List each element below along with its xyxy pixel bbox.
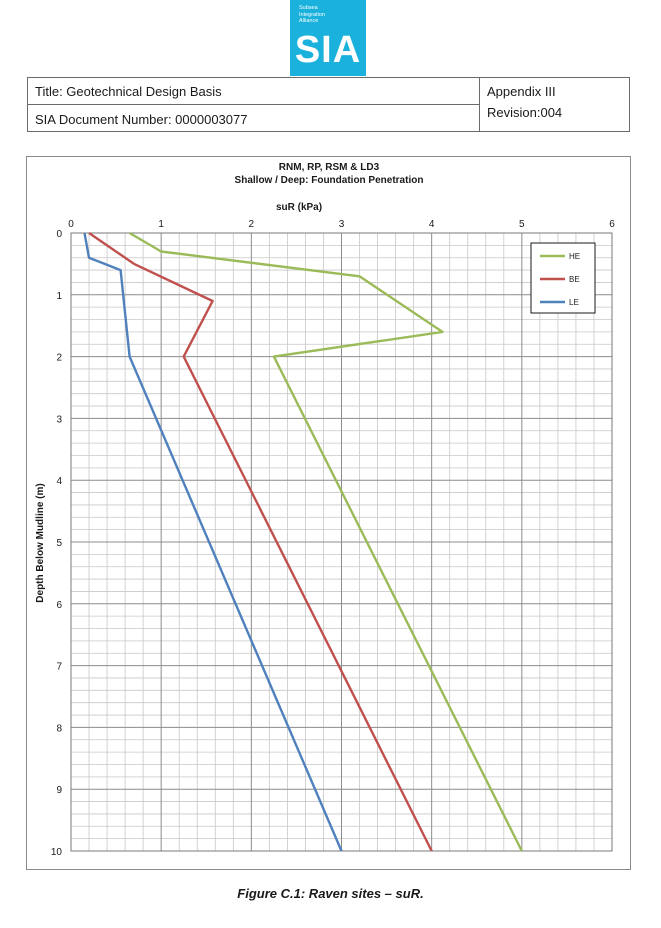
logo-line-2: Integration xyxy=(299,11,325,18)
logo-line-3: Alliance xyxy=(299,18,319,24)
sia-logo: Subsea Integration Alliance SIA xyxy=(290,0,366,76)
revision-label: Revision:004 xyxy=(487,105,563,120)
document-number: SIA Document Number: 0000003077 xyxy=(35,112,248,127)
legend-label-he: HE xyxy=(569,252,580,261)
y-tick-label: 1 xyxy=(56,291,62,302)
document-header-table: Title: Geotechnical Design Basis Appendi… xyxy=(27,77,630,132)
logo-wordmark: SIA xyxy=(294,29,362,71)
x-axis-label: suR (kPa) xyxy=(276,202,322,213)
x-tick-label: 5 xyxy=(519,219,525,230)
series-line-le xyxy=(83,232,343,852)
x-tick-label: 6 xyxy=(609,219,615,230)
y-tick-label: 4 xyxy=(56,476,62,487)
legend-label-le: LE xyxy=(569,298,579,307)
header-divider-horizontal xyxy=(28,104,479,105)
chart-title: RNM, RP, RSM & LD3 xyxy=(279,162,380,173)
legend-label-be: BE xyxy=(569,275,580,284)
logo-subtitle: Subsea Integration Alliance xyxy=(299,5,325,25)
y-tick-label: 6 xyxy=(56,600,62,611)
figure-caption: Figure C.1: Raven sites – suR. xyxy=(237,886,424,901)
x-tick-label: 2 xyxy=(249,219,255,230)
y-tick-label: 0 xyxy=(56,229,62,240)
y-tick-label: 2 xyxy=(56,353,62,364)
series-line-he xyxy=(128,231,523,852)
series-line-be xyxy=(88,232,433,852)
appendix-label: Appendix III xyxy=(487,84,556,99)
x-tick-label: 3 xyxy=(339,219,345,230)
y-tick-label: 7 xyxy=(56,662,62,673)
y-tick-label: 10 xyxy=(51,847,63,858)
chart-subtitle: Shallow / Deep: Foundation Penetration xyxy=(235,175,424,186)
su-depth-chart: RNM, RP, RSM & LD3 Shallow / Deep: Found… xyxy=(35,162,615,858)
x-tick-label: 4 xyxy=(429,219,435,230)
logo-line-1: Subsea xyxy=(299,5,318,11)
header-divider-vertical xyxy=(479,78,480,131)
x-tick-label: 1 xyxy=(158,219,164,230)
y-axis-label: Depth Below Mudline (m) xyxy=(35,483,46,602)
y-tick-label: 5 xyxy=(56,538,62,549)
y-tick-label: 8 xyxy=(56,723,62,734)
chart-frame: RNM, RP, RSM & LD3 Shallow / Deep: Found… xyxy=(26,156,631,870)
y-tick-label: 9 xyxy=(56,785,62,796)
document-title: Title: Geotechnical Design Basis xyxy=(35,84,222,99)
y-tick-label: 3 xyxy=(56,414,62,425)
x-tick-label: 0 xyxy=(68,219,74,230)
